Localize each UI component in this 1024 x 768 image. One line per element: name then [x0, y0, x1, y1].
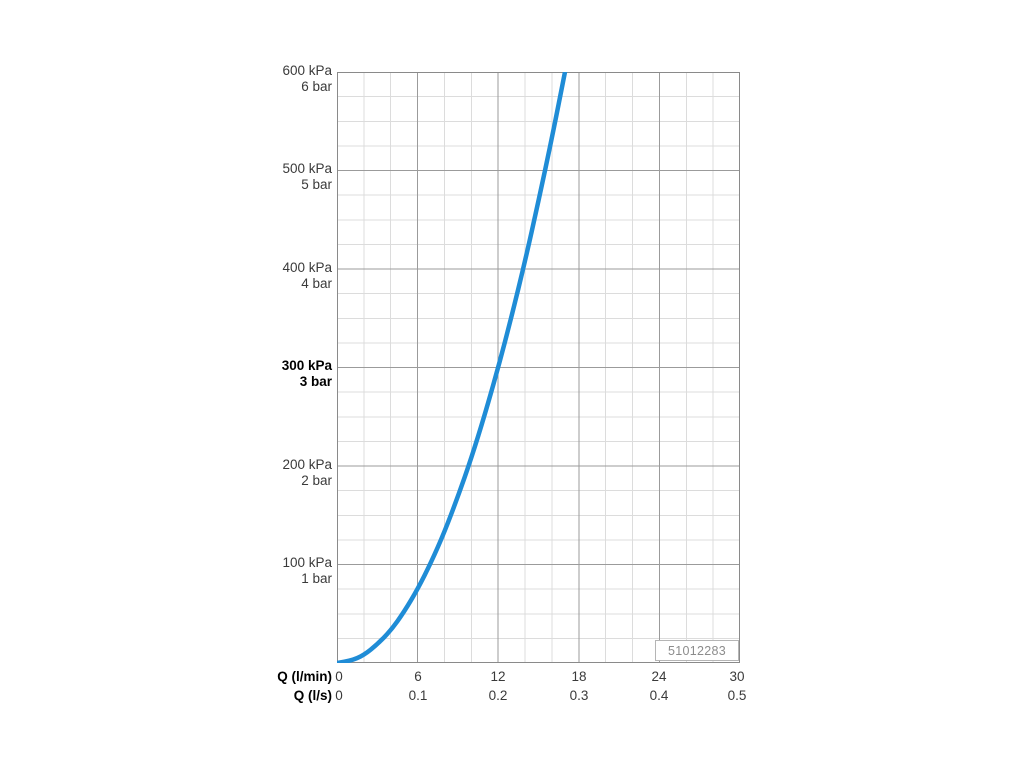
y-tick-kpa-label: 500 kPa: [282, 161, 332, 176]
y-tick-300kpa: 300 kPa 3 bar: [230, 358, 332, 390]
x-tick-ls-01: 0.1: [408, 688, 428, 703]
x-axis-unit-lmin: Q (l/min): [277, 669, 332, 684]
y-tick-100kpa: 100 kPa 1 bar: [230, 555, 332, 587]
y-tick-kpa-label: 600 kPa: [282, 63, 332, 78]
x-tick-lmin-0: 0: [335, 669, 343, 684]
y-tick-bar-label: 1 bar: [301, 571, 332, 586]
y-tick-kpa-label: 100 kPa: [282, 555, 332, 570]
x-tick-lmin-12: 12: [490, 669, 506, 684]
y-tick-bar-label: 4 bar: [301, 276, 332, 291]
x-tick-ls-05: 0.5: [727, 688, 747, 703]
product-code: 51012283: [667, 643, 726, 658]
y-tick-bar-label: 6 bar: [301, 79, 332, 94]
x-axis-unit-ls: Q (l/s): [293, 688, 332, 703]
x-tick-ls-02: 0.2: [488, 688, 508, 703]
x-tick-lmin-18: 18: [571, 669, 587, 684]
y-tick-kpa-label: 200 kPa: [282, 457, 332, 472]
x-tick-lmin-6: 6: [414, 669, 422, 684]
y-tick-kpa-label: 400 kPa: [282, 260, 332, 275]
y-tick-kpa-label: 300 kPa: [281, 358, 332, 373]
chart-grid-and-curve: [337, 72, 740, 663]
x-tick-ls-03: 0.3: [569, 688, 589, 703]
y-tick-bar-label: 2 bar: [301, 473, 332, 488]
y-tick-500kpa: 500 kPa 5 bar: [230, 161, 332, 193]
product-code-box: 51012283: [655, 640, 739, 661]
x-tick-ls-04: 0.4: [649, 688, 669, 703]
y-tick-bar-label: 3 bar: [299, 374, 332, 389]
y-tick-200kpa: 200 kPa 2 bar: [230, 457, 332, 489]
x-tick-lmin-30: 30: [729, 669, 745, 684]
y-tick-600kpa: 600 kPa 6 bar: [230, 63, 332, 95]
x-tick-ls-0: 0: [335, 688, 343, 703]
y-tick-bar-label: 5 bar: [301, 177, 332, 192]
x-tick-lmin-24: 24: [651, 669, 667, 684]
y-tick-400kpa: 400 kPa 4 bar: [230, 260, 332, 292]
